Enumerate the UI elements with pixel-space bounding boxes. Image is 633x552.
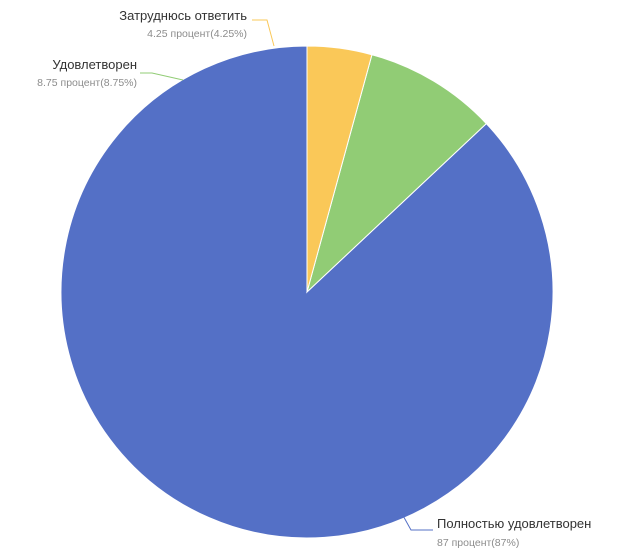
- slice-label-name: Удовлетворен: [52, 57, 137, 72]
- slice-label-value: 8.75 процент(8.75%): [37, 77, 137, 89]
- slice-label-name: Затруднюсь ответить: [119, 8, 247, 23]
- label-leader-line: [400, 511, 433, 531]
- slice-label-value: 4.25 процент(4.25%): [147, 28, 247, 40]
- pie-slice[interactable]: [306, 45, 373, 293]
- pie-slices: [60, 45, 554, 539]
- slice-label-name: Полностью удовлетворен: [437, 516, 591, 531]
- pie-labels: Полностью удовлетворен 87 процент(87%) Удо…: [37, 8, 591, 549]
- label-leader-line: [252, 19, 275, 47]
- pie-slice[interactable]: [306, 54, 488, 294]
- slice-label-value: 87 процент(87%): [437, 537, 519, 549]
- label-leader-line: [140, 72, 184, 81]
